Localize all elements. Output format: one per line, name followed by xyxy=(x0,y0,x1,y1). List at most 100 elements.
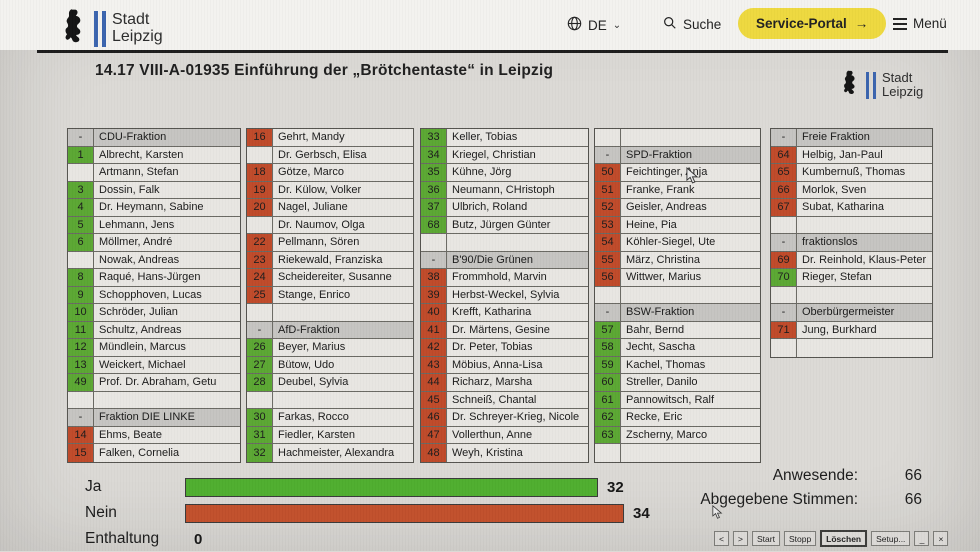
result-value: 32 xyxy=(607,478,624,496)
member-name: Neumann, CHristoph xyxy=(452,183,555,196)
member-name xyxy=(94,391,240,408)
vote-indicator: 39 xyxy=(421,286,447,303)
vote-indicator: 14 xyxy=(68,426,94,443)
member-row: 69 Dr. Reinhold, Klaus-Peter xyxy=(771,251,932,269)
vote-indicator: 54 xyxy=(595,234,621,251)
member-row: 15 Falken, Cornelia xyxy=(68,444,240,462)
faction-header-row: - Freie Fraktion xyxy=(771,129,932,147)
member-row: 49 Prof. Dr. Abraham, Getu xyxy=(68,374,240,392)
close-button[interactable]: × xyxy=(933,531,949,546)
vote-column-2: 16 Gehrt, Mandy Dr. Gerbsch, Elisa 18 Götze,… xyxy=(246,128,414,463)
member-row: 51 Franke, Frank xyxy=(595,181,760,199)
vote-indicator: 42 xyxy=(421,339,447,356)
faction-header-row: - AfD-Fraktion xyxy=(247,321,413,339)
member-name: Nowak, Andreas xyxy=(99,253,180,266)
empty-row xyxy=(68,391,240,409)
member-name: Helbig, Jan-Paul xyxy=(802,148,883,161)
prev-button[interactable]: < xyxy=(714,531,729,546)
setup-button[interactable]: Setup... xyxy=(871,531,911,546)
member-row: 13 Weickert, Michael xyxy=(68,356,240,374)
member-row: 20 Nagel, Juliane xyxy=(247,199,413,217)
member-row: 5 Lehmann, Jens xyxy=(68,216,240,234)
vote-indicator: 20 xyxy=(247,199,273,216)
faction-name: CDU-Fraktion xyxy=(94,129,240,146)
faction-name: Oberbürgermeister xyxy=(797,304,932,321)
vote-indicator: 30 xyxy=(247,409,273,426)
member-row: 54 Köhler-Siegel, Ute xyxy=(595,234,760,252)
member-row: 38 Frommhold, Marvin xyxy=(421,269,588,287)
menu-button[interactable]: Menü xyxy=(893,16,947,31)
next-button[interactable]: > xyxy=(733,531,748,546)
result-label: Ja xyxy=(85,478,102,495)
vote-column-5: - Freie Fraktion 64 Helbig, Jan-Paul 65 Kumbe… xyxy=(770,128,933,358)
loeschen-button[interactable]: Löschen xyxy=(820,530,868,547)
header-divider xyxy=(37,50,948,53)
vote-indicator xyxy=(771,339,797,357)
vote-indicator: 61 xyxy=(595,391,621,408)
member-row: 11 Schultz, Andreas xyxy=(68,321,240,339)
member-name: Stange, Enrico xyxy=(278,288,351,301)
vote-indicator: 28 xyxy=(247,374,273,391)
member-name: Subat, Katharina xyxy=(802,201,884,214)
vote-indicator: 68 xyxy=(421,216,447,233)
result-value: 0 xyxy=(194,530,203,548)
member-name: Franke, Frank xyxy=(626,183,695,196)
stopp-button[interactable]: Stopp xyxy=(783,531,817,546)
member-row: Dr. Gerbsch, Elisa xyxy=(247,146,413,164)
faction-header-row: - BSW-Fraktion xyxy=(595,304,760,322)
stadt-leipzig-logo[interactable]: Stadt Leipzig xyxy=(64,6,163,51)
member-row: 56 Wittwer, Marius xyxy=(595,269,760,287)
language-selector[interactable]: DE ⌄ xyxy=(567,16,621,34)
vote-indicator: 15 xyxy=(68,444,94,462)
member-row: 33 Keller, Tobias xyxy=(421,129,588,147)
member-name: Riekewald, Franziska xyxy=(278,253,383,266)
member-name xyxy=(621,129,760,146)
member-row: 50 Feichtinger, Anja xyxy=(595,164,760,182)
vote-indicator: 62 xyxy=(595,409,621,426)
vote-indicator: 51 xyxy=(595,181,621,198)
vote-indicator: 19 xyxy=(247,181,273,198)
search-button[interactable]: Suche xyxy=(663,16,721,33)
faction-header-row: - CDU-Fraktion xyxy=(68,129,240,147)
vote-indicator: 56 xyxy=(595,269,621,286)
member-name xyxy=(621,286,760,303)
faction-name: Freie Fraktion xyxy=(797,129,932,146)
member-row: 66 Morlok, Sven xyxy=(771,181,932,199)
vote-indicator: 32 xyxy=(247,444,273,462)
member-row: Nowak, Andreas xyxy=(68,251,240,269)
member-name: Fiedler, Karsten xyxy=(278,428,356,441)
faction-header-row: - SPD-Fraktion xyxy=(595,146,760,164)
minimize-button[interactable]: _ xyxy=(914,531,930,546)
member-row: 24 Scheidereiter, Susanne xyxy=(247,269,413,287)
vote-indicator: 24 xyxy=(247,269,273,286)
vote-indicator: 60 xyxy=(595,374,621,391)
service-portal-button[interactable]: Service-Portal → xyxy=(738,8,887,39)
member-name: Richarz, Marsha xyxy=(452,376,533,389)
start-button[interactable]: Start xyxy=(752,531,780,546)
member-name: Streller, Danilo xyxy=(626,376,698,389)
member-row: Artmann, Stefan xyxy=(68,164,240,182)
member-name: Pannowitsch, Ralf xyxy=(626,393,715,406)
member-name: Götze, Marco xyxy=(278,166,345,179)
logo-text: Stadt Leipzig xyxy=(112,10,163,45)
member-name: Dr. Gerbsch, Elisa xyxy=(278,148,367,161)
vote-indicator: 69 xyxy=(771,251,797,268)
member-name: Ulbrich, Roland xyxy=(452,201,528,214)
vote-indicator: - xyxy=(771,304,797,321)
vote-indicator xyxy=(595,129,621,146)
vote-column-3: 33 Keller, Tobias 34 Kriegel, Christian 35 Kü… xyxy=(420,128,589,463)
member-name: Wittwer, Marius xyxy=(626,271,702,284)
vote-indicator xyxy=(595,286,621,303)
faction-header-row: - B'90/Die Grünen xyxy=(421,251,588,269)
member-row: 18 Götze, Marco xyxy=(247,164,413,182)
empty-row xyxy=(771,339,932,357)
member-name xyxy=(447,234,588,251)
vote-indicator: - xyxy=(68,409,94,426)
member-row: 36 Neumann, CHristoph xyxy=(421,181,588,199)
vote-indicator: 59 xyxy=(595,356,621,373)
vote-indicator: 25 xyxy=(247,286,273,303)
vote-indicator: 45 xyxy=(421,391,447,408)
member-row: 30 Farkas, Rocco xyxy=(247,409,413,427)
member-name: Dr. Heymann, Sabine xyxy=(99,201,204,214)
vote-indicator: 53 xyxy=(595,216,621,233)
